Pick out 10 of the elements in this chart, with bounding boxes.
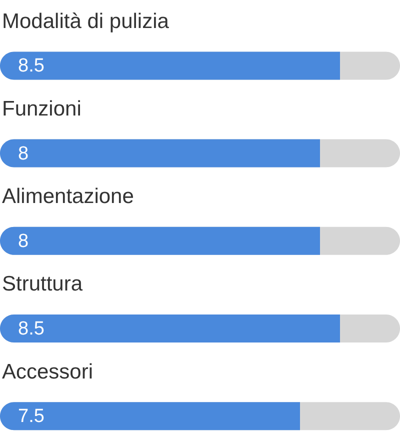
data-label: 8	[18, 143, 29, 164]
y-tick-label: Modalità di pulizia	[2, 10, 170, 33]
data-label: 7.5	[18, 406, 44, 428]
y-tick-label: Alimentazione	[2, 185, 134, 208]
data-label: 8.5	[18, 318, 44, 340]
y-tick-label: Struttura	[2, 272, 83, 296]
data-label: 8.5	[18, 56, 44, 77]
y-tick-label: Funzioni	[2, 98, 82, 120]
data-label: 8	[18, 230, 29, 252]
y-tick-label: Accessori	[2, 360, 94, 384]
